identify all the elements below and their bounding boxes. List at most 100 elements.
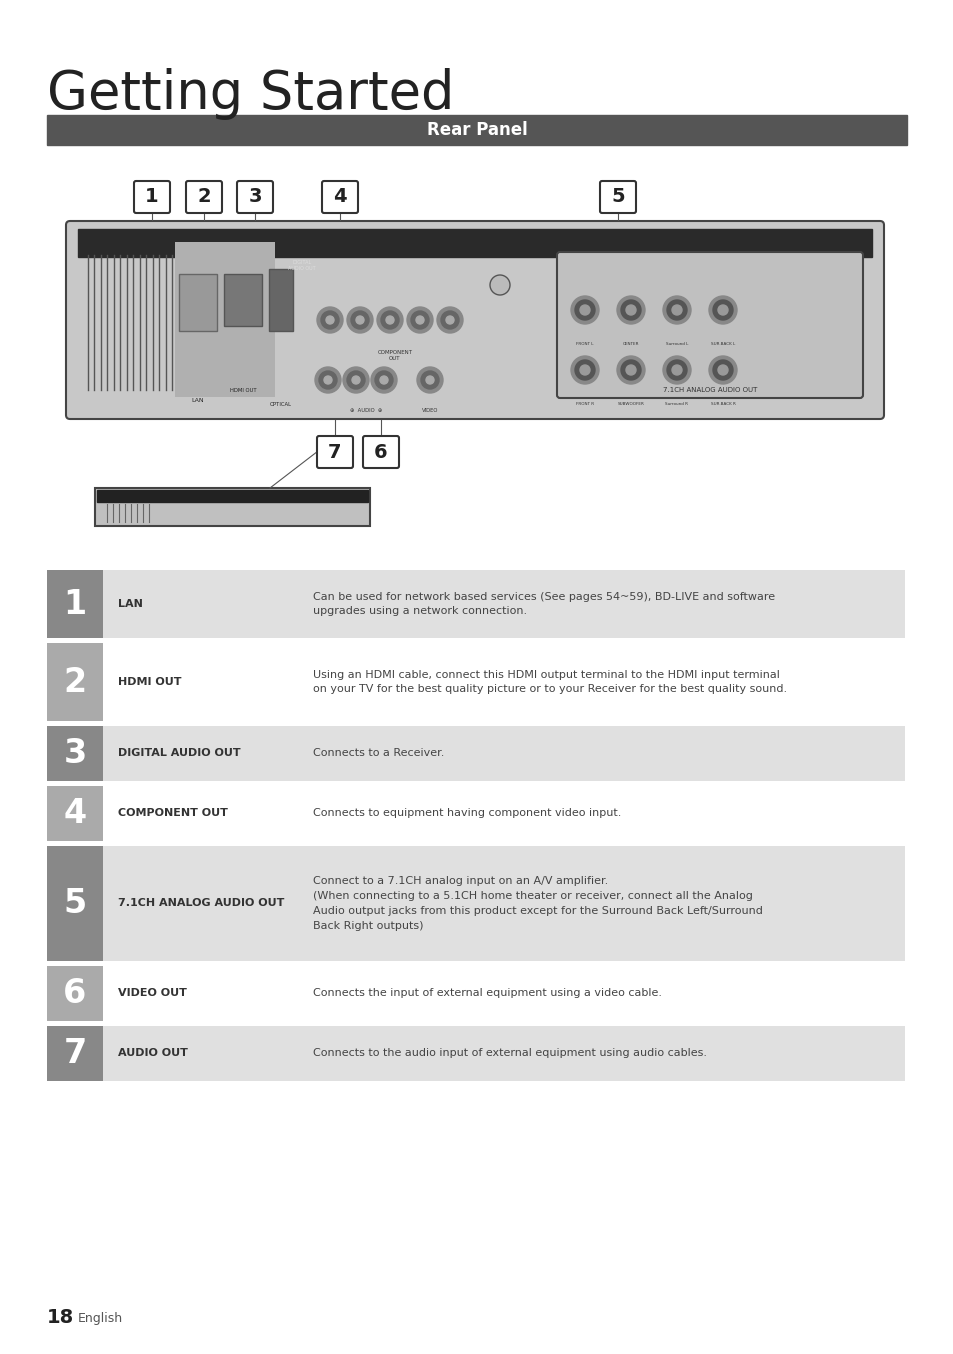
FancyBboxPatch shape [133, 181, 170, 213]
FancyBboxPatch shape [322, 181, 357, 213]
Circle shape [411, 311, 429, 329]
Circle shape [666, 301, 686, 320]
Circle shape [320, 311, 338, 329]
Text: 7.1CH ANALOG AUDIO OUT: 7.1CH ANALOG AUDIO OUT [118, 899, 284, 909]
Circle shape [416, 315, 423, 324]
Circle shape [316, 307, 343, 333]
Circle shape [712, 360, 732, 380]
FancyBboxPatch shape [66, 221, 883, 418]
Text: 4: 4 [63, 798, 87, 830]
Circle shape [343, 367, 369, 393]
Bar [47, 965, 904, 1021]
FancyBboxPatch shape [179, 274, 216, 330]
Bar [47, 570, 904, 638]
Text: 6: 6 [63, 978, 87, 1010]
Text: SUR.BACK L: SUR.BACK L [710, 343, 735, 347]
Bar [47, 1026, 103, 1080]
Circle shape [625, 305, 636, 315]
Circle shape [347, 371, 365, 389]
Text: 6: 6 [374, 443, 388, 462]
Text: 4: 4 [333, 187, 347, 207]
Text: 2: 2 [63, 666, 87, 699]
Text: Connects the input of external equipment using a video cable.: Connects the input of external equipment… [313, 988, 661, 998]
Circle shape [708, 297, 737, 324]
Text: HDMI OUT: HDMI OUT [230, 389, 256, 393]
Text: SUR.BACK R: SUR.BACK R [710, 402, 735, 406]
Bar [47, 115, 906, 145]
Text: 1: 1 [145, 187, 158, 207]
Text: VIDEO: VIDEO [421, 408, 437, 413]
Text: Connects to a Receiver.: Connects to a Receiver. [313, 749, 444, 758]
Bar [47, 846, 904, 961]
Bar [47, 570, 103, 638]
Circle shape [371, 367, 396, 393]
Circle shape [314, 367, 340, 393]
FancyBboxPatch shape [224, 274, 262, 326]
Circle shape [376, 307, 402, 333]
Text: AUDIO OUT: AUDIO OUT [118, 1048, 188, 1059]
Text: 7.1CH ANALOG AUDIO OUT: 7.1CH ANALOG AUDIO OUT [662, 387, 757, 393]
Text: Can be used for network based services (See pages 54~59), BD-LIVE and software
u: Can be used for network based services (… [313, 592, 774, 616]
Circle shape [440, 311, 458, 329]
Bar [47, 643, 904, 720]
Circle shape [662, 297, 690, 324]
Circle shape [416, 367, 442, 393]
Text: VIDEO OUT: VIDEO OUT [118, 988, 187, 998]
Text: HDMI OUT: HDMI OUT [118, 677, 181, 686]
Text: Rear Panel: Rear Panel [426, 121, 527, 139]
Circle shape [708, 356, 737, 385]
Circle shape [436, 307, 462, 333]
Circle shape [718, 366, 727, 375]
Bar [47, 643, 103, 720]
FancyBboxPatch shape [236, 181, 273, 213]
Text: 3: 3 [63, 737, 87, 770]
Circle shape [420, 371, 438, 389]
Circle shape [617, 297, 644, 324]
Circle shape [446, 315, 454, 324]
Circle shape [490, 275, 510, 295]
Text: 1: 1 [63, 588, 87, 620]
Bar [47, 846, 103, 961]
Text: Surround R: Surround R [665, 402, 688, 406]
Text: 5: 5 [63, 887, 87, 919]
Circle shape [620, 301, 640, 320]
Circle shape [375, 371, 393, 389]
Text: DIGITAL AUDIO OUT: DIGITAL AUDIO OUT [118, 749, 240, 758]
Circle shape [579, 366, 589, 375]
Text: SUBWOOFER: SUBWOOFER [617, 402, 644, 406]
Circle shape [326, 315, 334, 324]
Circle shape [625, 366, 636, 375]
Text: LAN: LAN [192, 398, 204, 403]
Circle shape [571, 356, 598, 385]
Bar [47, 787, 904, 841]
Circle shape [426, 376, 434, 385]
FancyBboxPatch shape [186, 181, 222, 213]
Circle shape [386, 315, 394, 324]
Text: FRONT L: FRONT L [576, 343, 593, 347]
Text: Connects to the audio input of external equipment using audio cables.: Connects to the audio input of external … [313, 1048, 706, 1059]
Text: English: English [78, 1312, 123, 1326]
Bar [47, 726, 103, 781]
Circle shape [380, 311, 398, 329]
Circle shape [617, 356, 644, 385]
Text: 5: 5 [611, 187, 624, 207]
Bar [174, 242, 274, 397]
Circle shape [620, 360, 640, 380]
Circle shape [662, 356, 690, 385]
Circle shape [575, 360, 595, 380]
FancyBboxPatch shape [363, 436, 398, 468]
Circle shape [718, 305, 727, 315]
Circle shape [379, 376, 388, 385]
Circle shape [355, 315, 364, 324]
Circle shape [571, 297, 598, 324]
Bar [47, 1026, 904, 1080]
Text: LAN: LAN [118, 598, 143, 609]
Circle shape [347, 307, 373, 333]
Text: OPTICAL: OPTICAL [270, 402, 292, 408]
Text: COMPONENT OUT: COMPONENT OUT [118, 808, 228, 819]
Text: FRONT R: FRONT R [576, 402, 594, 406]
Text: CENTER: CENTER [622, 343, 639, 347]
Circle shape [666, 360, 686, 380]
Text: 18: 18 [47, 1308, 74, 1327]
Circle shape [579, 305, 589, 315]
